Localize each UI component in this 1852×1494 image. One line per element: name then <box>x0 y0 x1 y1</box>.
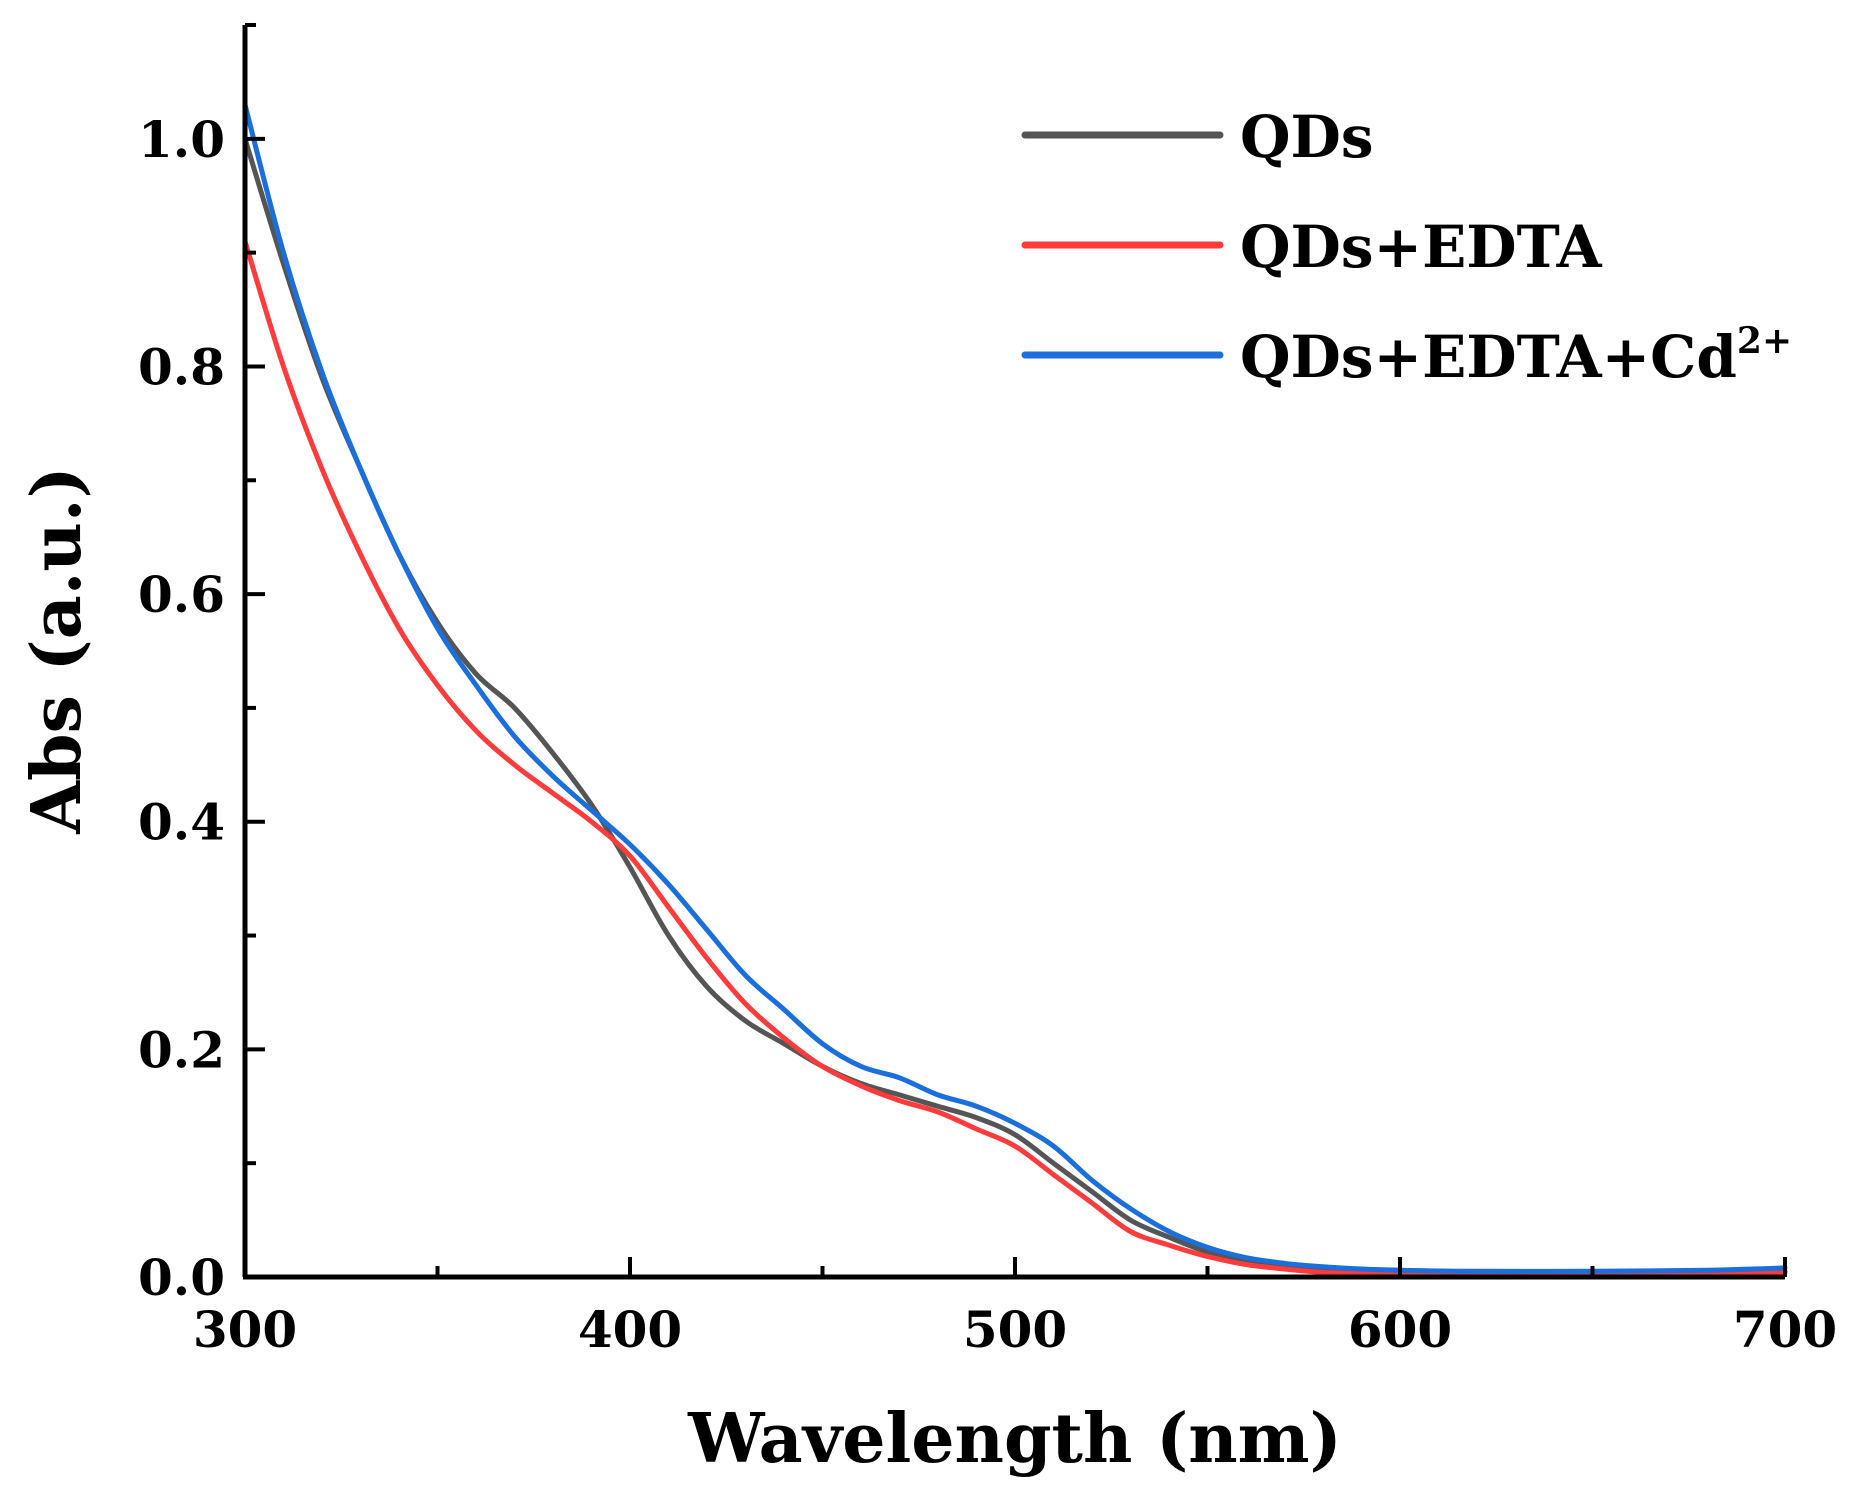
y-tick-label: 0.2 <box>138 1020 225 1079</box>
y-tick-labels: 0.0 0.2 0.4 0.6 0.8 1.0 <box>138 110 225 1307</box>
x-tick-label: 400 <box>578 1300 682 1359</box>
y-tick-label: 1.0 <box>138 110 225 169</box>
legend: QDs QDs+EDTA QDs+EDTA+Cd2+ <box>1021 103 1792 391</box>
x-tick-label: 600 <box>1348 1300 1452 1359</box>
x-tick-label: 300 <box>193 1300 297 1359</box>
x-ticks <box>243 1257 1787 1277</box>
legend-item-1: QDs+EDTA <box>1021 213 1603 281</box>
x-tick-label: 500 <box>963 1300 1067 1359</box>
x-tick-labels: 300 400 500 600 700 <box>193 1300 1837 1359</box>
legend-label: QDs+EDTA <box>1240 213 1603 281</box>
series-line-2 <box>242 102 1788 1274</box>
y-tick-label: 0.8 <box>138 337 225 396</box>
y-tick-label: 0.6 <box>138 565 225 624</box>
y-tick-label: 0.4 <box>138 793 225 852</box>
series-line-0 <box>242 136 1788 1277</box>
legend-label: QDs+EDTA+Cd2+ <box>1240 320 1792 391</box>
plot-lines <box>242 102 1788 1278</box>
legend-item-0: QDs <box>1021 103 1373 171</box>
legend-item-2: QDs+EDTA+Cd2+ <box>1021 320 1792 391</box>
series-line-1 <box>242 238 1788 1278</box>
y-axis-title: Abs (a.u.) <box>17 466 97 834</box>
y-tick-label: 0.0 <box>138 1248 225 1307</box>
x-axis-title: Wavelength (nm) <box>687 1399 1342 1479</box>
y-ticks <box>245 23 265 1279</box>
x-tick-label: 700 <box>1733 1300 1837 1359</box>
legend-label: QDs <box>1240 103 1373 171</box>
